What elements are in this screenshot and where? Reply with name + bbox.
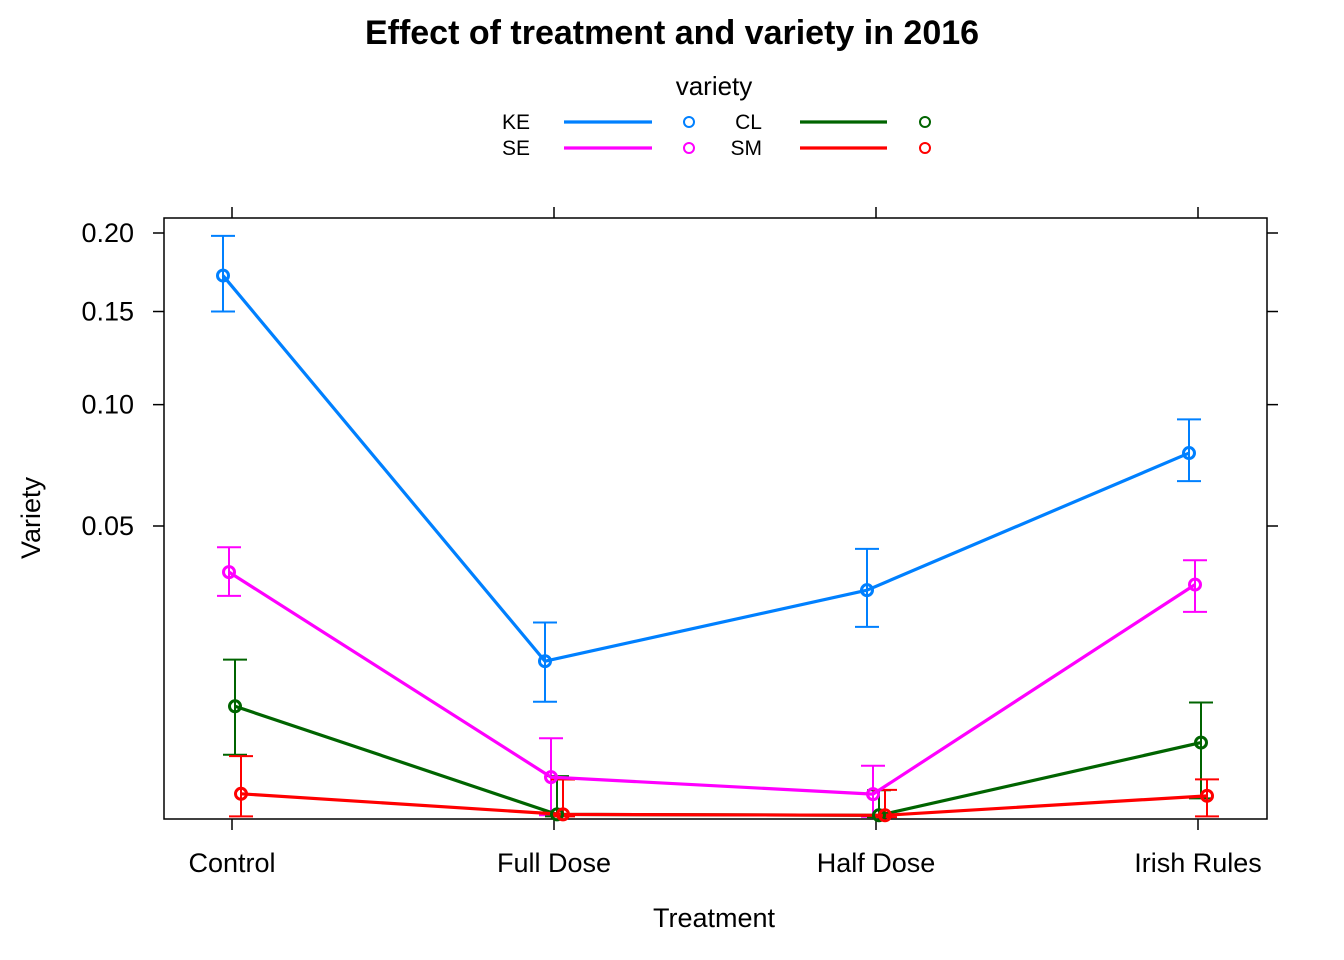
plot-frame: [163, 217, 1268, 820]
data-point-ke: [216, 268, 230, 283]
data-point-ke: [1182, 446, 1196, 461]
y-tick-label: 0.20: [81, 218, 134, 248]
data-point-sm: [556, 807, 570, 822]
series-line-se: [228, 570, 1196, 796]
error-bar-sm: [229, 755, 253, 818]
data-point-cl: [872, 808, 886, 823]
data-point-sm: [234, 786, 248, 801]
data-point-se: [222, 565, 236, 580]
data-point-ke: [538, 654, 552, 669]
error-bar-ke: [1177, 418, 1201, 483]
data-point-se: [1188, 577, 1202, 592]
series-line-ke: [221, 274, 1190, 663]
data-point-sm: [878, 808, 892, 823]
y-tick-label: 0.05: [81, 511, 134, 541]
y-axis-title: Variety: [16, 476, 46, 559]
x-tick-label: Control: [188, 848, 275, 878]
x-axis-title: Treatment: [653, 903, 776, 933]
series-line-cl: [234, 704, 1202, 817]
data-point-se: [866, 787, 880, 802]
y-tick-label: 0.10: [81, 390, 134, 420]
legend-point-swatch: [683, 116, 695, 128]
legend-point-swatch: [919, 142, 931, 154]
error-bar-se: [217, 546, 241, 597]
data-point-cl: [228, 699, 242, 714]
data-point-sm: [1200, 788, 1214, 803]
data-point-cl: [1194, 735, 1208, 750]
legend-label: SE: [502, 137, 530, 160]
legend-point-swatch: [683, 142, 695, 154]
legend-item-sm: SM: [731, 137, 931, 160]
legend: variety KE SE CL SM: [502, 71, 931, 160]
data-point-ke: [860, 583, 874, 598]
series-line-sm: [240, 792, 1208, 817]
legend-label: SM: [731, 137, 763, 160]
legend-point-swatch: [919, 116, 931, 128]
legend-label: CL: [735, 111, 762, 134]
x-tick-label: Irish Rules: [1134, 848, 1262, 878]
error-bar-ke: [855, 547, 879, 628]
x-tick-label: Full Dose: [497, 848, 611, 878]
x-tick-label: Half Dose: [817, 848, 936, 878]
legend-label: KE: [502, 111, 530, 134]
data-point-se: [544, 770, 558, 785]
legend-item-se: SE: [502, 137, 695, 160]
error-bar-cl: [1189, 701, 1213, 800]
legend-title: variety: [676, 71, 753, 101]
legend-item-ke: KE: [502, 111, 695, 134]
y-tick-label: 0.15: [81, 297, 134, 327]
error-bar-ke: [211, 234, 235, 313]
legend-item-cl: CL: [735, 111, 931, 134]
chart-title: Effect of treatment and variety in 2016: [365, 14, 979, 52]
data-point-cl: [550, 807, 564, 822]
error-bar-sm: [1195, 778, 1219, 818]
